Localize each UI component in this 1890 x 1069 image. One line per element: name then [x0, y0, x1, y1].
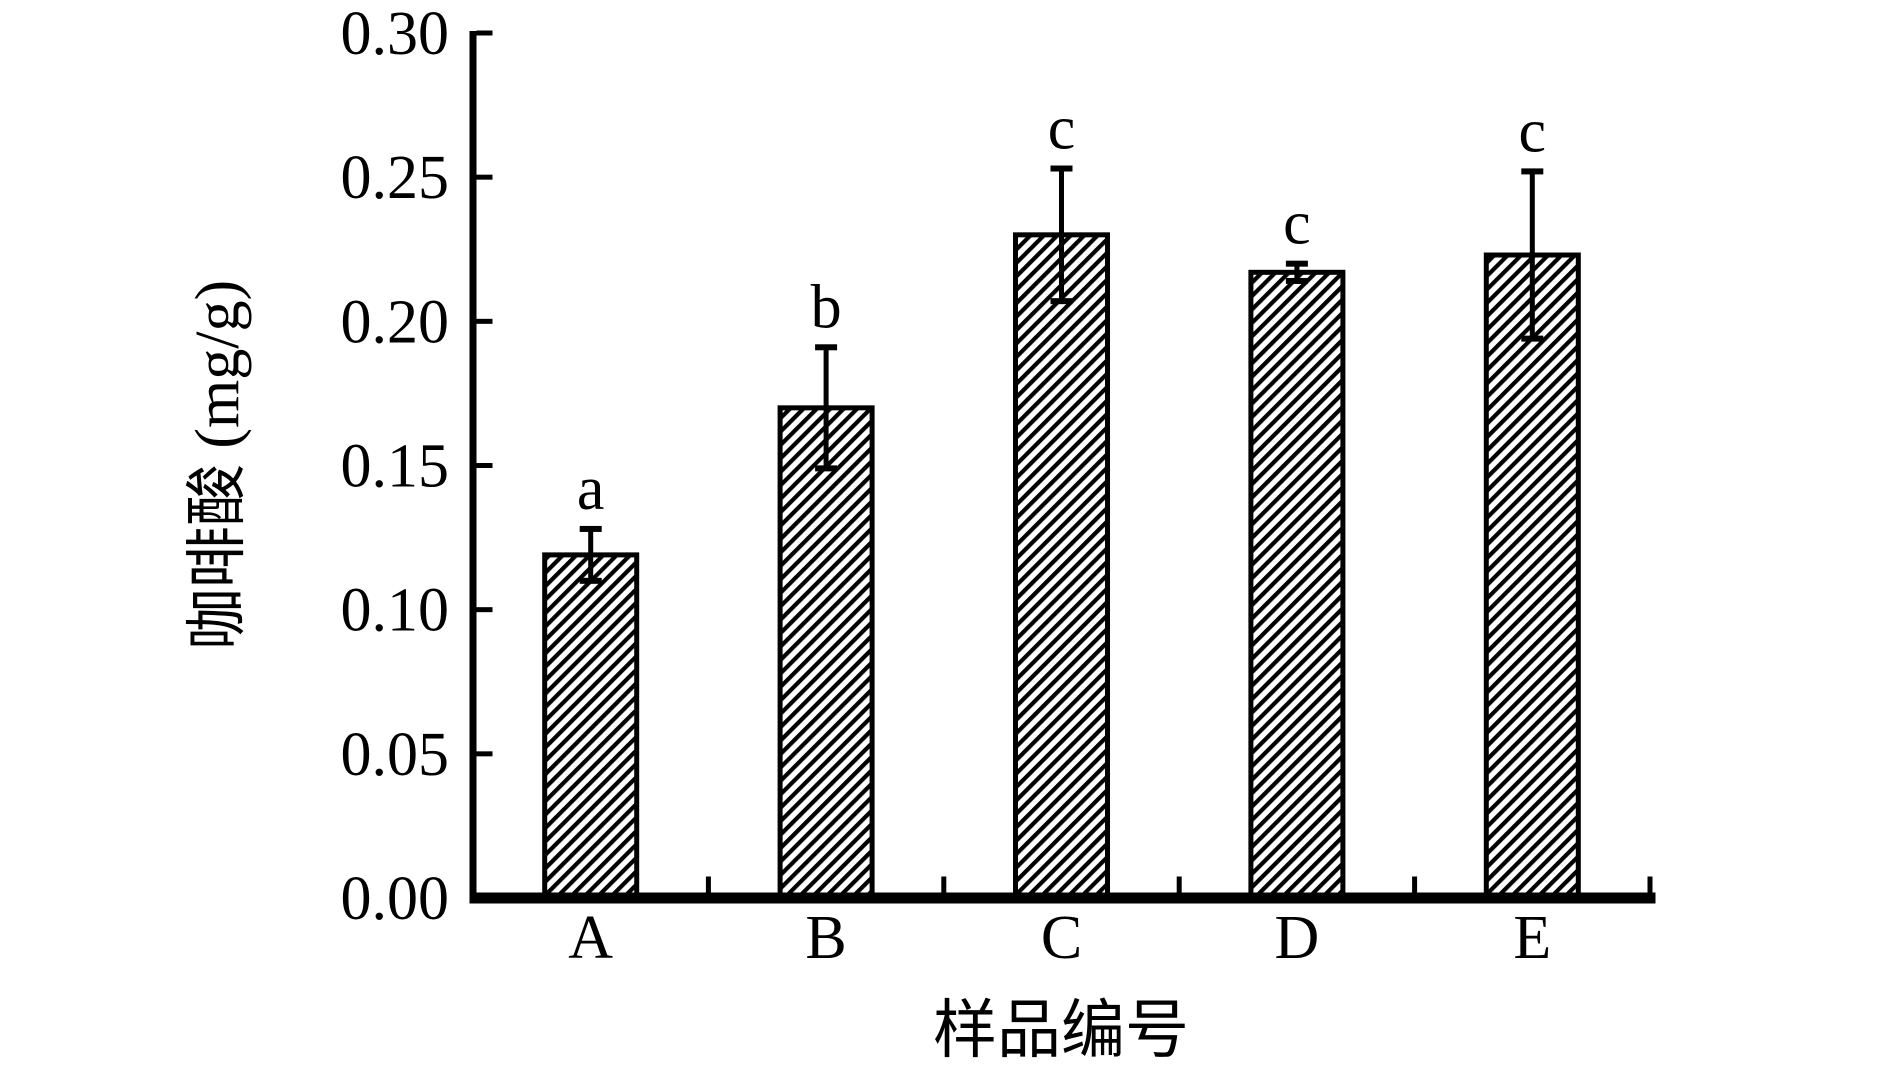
x-tick-label-D: D [1275, 904, 1320, 972]
bar-A [542, 552, 640, 901]
y-tick-label: 0.10 [341, 577, 450, 645]
y-tick-label: 0.15 [341, 433, 450, 501]
sig-letter-A: a [577, 455, 605, 523]
sig-letter-D: c [1283, 190, 1311, 258]
x-tick-label-A: A [568, 904, 613, 972]
error-bar-E [1521, 168, 1544, 342]
x-tick [705, 876, 711, 893]
x-tick-label-E: E [1513, 904, 1551, 972]
y-tick [476, 607, 493, 613]
error-bar-B [815, 344, 838, 472]
error-bar-cap-top [815, 344, 838, 351]
x-tick [1176, 876, 1182, 893]
x-tick [1647, 876, 1653, 893]
x-tick [470, 876, 476, 893]
sig-letter-B: b [811, 273, 842, 341]
x-tick [1412, 876, 1418, 893]
error-bar-line [588, 528, 594, 581]
bar-D [1248, 269, 1346, 901]
error-bar-cap-top [1050, 165, 1073, 172]
error-bar-line [1059, 168, 1064, 302]
error-bar-cap-top [579, 525, 602, 532]
x-axis-line [469, 892, 1656, 904]
y-axis-line [469, 31, 477, 898]
x-axis-label: 样品编号 [933, 995, 1189, 1066]
y-tick-label: 0.20 [341, 288, 450, 356]
plot-area: a Ab Bc Cc Dc E [542, 95, 1581, 972]
y-tick [476, 174, 493, 180]
y-tick [476, 463, 493, 468]
y-tick-label: 0.30 [341, 0, 450, 68]
error-bar-A [579, 525, 602, 584]
error-bar-cap-top [1521, 168, 1544, 175]
error-bar-cap-bottom [1521, 335, 1544, 342]
y-tick [476, 751, 493, 757]
error-bar-cap-bottom [579, 577, 602, 584]
bar-E [1483, 252, 1581, 901]
y-tick-label: 0.25 [341, 144, 450, 212]
sig-letter-E: c [1519, 97, 1547, 165]
y-tick-label: 0.05 [341, 721, 450, 789]
y-tick [476, 30, 493, 36]
y-axis-label: 咖啡酸 (mg/g) [184, 280, 252, 650]
error-bar-D [1285, 260, 1308, 284]
error-bar-line [1529, 171, 1535, 339]
bar-B [777, 405, 875, 901]
error-bar-line [823, 347, 829, 469]
x-tick [941, 876, 947, 893]
x-tick-label-C: C [1041, 904, 1082, 972]
error-bar-cap-bottom [1050, 298, 1073, 305]
y-tick [476, 318, 493, 324]
sig-letter-C: c [1048, 95, 1076, 163]
axis-ticks: 0.00 0.05 0.10 0.15 0.20 0.25 0.30 [341, 0, 1653, 933]
error-bar-line [1294, 263, 1300, 281]
error-bar-cap-bottom [815, 465, 838, 472]
y-tick [476, 895, 493, 901]
y-tick-label: 0.00 [341, 865, 450, 933]
error-bar-cap-bottom [1285, 277, 1308, 284]
error-bar-C [1050, 165, 1073, 305]
error-bar-cap-top [1285, 260, 1308, 267]
x-tick-label-B: B [805, 904, 846, 972]
bar-C [1013, 232, 1110, 901]
